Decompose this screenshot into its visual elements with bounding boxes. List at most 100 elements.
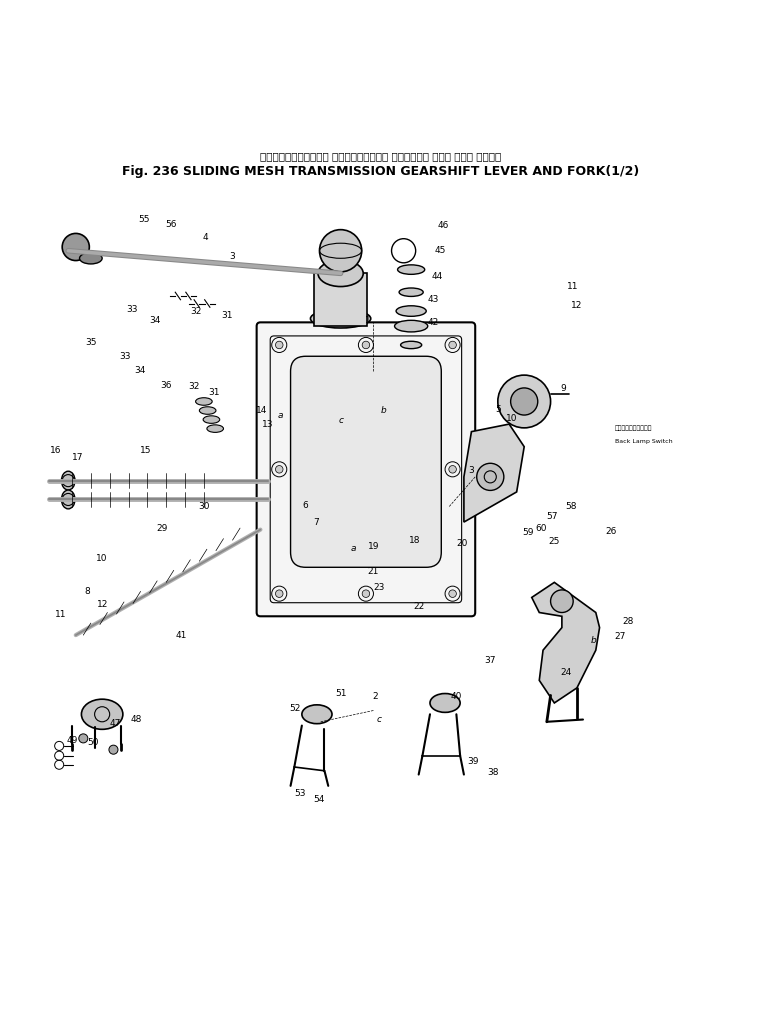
Circle shape xyxy=(449,465,456,474)
Text: 60: 60 xyxy=(535,523,546,532)
Text: 53: 53 xyxy=(295,789,306,798)
Text: 43: 43 xyxy=(427,295,439,304)
Text: 19: 19 xyxy=(368,542,379,552)
Text: 2: 2 xyxy=(372,693,378,702)
Text: 50: 50 xyxy=(88,737,99,746)
Text: 10: 10 xyxy=(97,554,108,563)
Polygon shape xyxy=(532,582,600,703)
Text: 3: 3 xyxy=(229,252,235,262)
Text: 3: 3 xyxy=(469,466,474,476)
Text: 27: 27 xyxy=(614,632,626,641)
Text: c: c xyxy=(338,416,344,425)
Circle shape xyxy=(449,590,456,597)
Text: 45: 45 xyxy=(434,246,446,256)
Text: 20: 20 xyxy=(456,539,467,549)
Text: 29: 29 xyxy=(157,523,168,532)
Bar xyxy=(314,274,367,327)
Text: 57: 57 xyxy=(546,511,558,520)
Text: 22: 22 xyxy=(413,602,424,611)
Ellipse shape xyxy=(430,694,460,713)
Text: a: a xyxy=(277,411,283,420)
Text: 33: 33 xyxy=(119,352,130,361)
Text: 21: 21 xyxy=(368,567,379,576)
Polygon shape xyxy=(464,424,524,522)
Text: 5: 5 xyxy=(495,405,501,414)
Text: 30: 30 xyxy=(198,503,210,511)
Text: 28: 28 xyxy=(623,618,634,626)
Circle shape xyxy=(362,590,370,597)
Text: 58: 58 xyxy=(565,503,577,511)
Ellipse shape xyxy=(310,309,371,328)
Text: 49: 49 xyxy=(66,736,78,745)
Text: 14: 14 xyxy=(255,406,267,415)
Text: 1: 1 xyxy=(365,315,371,324)
Text: 42: 42 xyxy=(427,317,439,327)
Circle shape xyxy=(551,590,573,612)
Ellipse shape xyxy=(82,700,123,729)
Ellipse shape xyxy=(200,407,216,415)
Text: 23: 23 xyxy=(374,583,385,592)
Text: Back Lamp Switch: Back Lamp Switch xyxy=(615,439,672,444)
Text: 11: 11 xyxy=(55,610,66,620)
Text: 47: 47 xyxy=(110,719,121,728)
Circle shape xyxy=(319,229,362,272)
Ellipse shape xyxy=(401,342,421,349)
Circle shape xyxy=(109,745,118,754)
Text: 15: 15 xyxy=(140,446,152,455)
Text: 40: 40 xyxy=(450,693,462,702)
Text: a: a xyxy=(351,544,356,553)
FancyBboxPatch shape xyxy=(257,322,475,617)
Circle shape xyxy=(477,463,504,491)
Text: バックランプスイッチ: バックランプスイッチ xyxy=(615,425,652,431)
Circle shape xyxy=(276,590,283,597)
Text: 44: 44 xyxy=(432,272,443,281)
Text: 12: 12 xyxy=(97,600,108,609)
Text: 26: 26 xyxy=(605,526,616,535)
Text: 36: 36 xyxy=(161,381,172,390)
Text: 46: 46 xyxy=(438,221,450,230)
Ellipse shape xyxy=(79,252,102,264)
Text: 55: 55 xyxy=(138,215,149,224)
Text: 33: 33 xyxy=(126,305,138,314)
FancyBboxPatch shape xyxy=(290,356,441,567)
Ellipse shape xyxy=(498,375,551,428)
Circle shape xyxy=(276,465,283,474)
Text: 52: 52 xyxy=(290,704,301,713)
Text: 59: 59 xyxy=(522,528,533,537)
Text: スライディングメッシュ トランスミッション ギヤーシフト レバー および フォーク: スライディングメッシュ トランスミッション ギヤーシフト レバー および フォー… xyxy=(261,151,501,161)
Text: 16: 16 xyxy=(50,446,61,455)
Circle shape xyxy=(511,388,538,415)
Text: 48: 48 xyxy=(130,715,142,724)
Text: b: b xyxy=(591,636,597,645)
Ellipse shape xyxy=(196,397,212,406)
Text: 56: 56 xyxy=(165,220,178,229)
Text: 4: 4 xyxy=(203,232,208,241)
Circle shape xyxy=(362,341,370,349)
Text: c: c xyxy=(377,715,382,724)
Text: 8: 8 xyxy=(84,587,90,596)
Text: 39: 39 xyxy=(467,757,479,767)
Circle shape xyxy=(449,341,456,349)
Text: 11: 11 xyxy=(568,283,579,291)
Ellipse shape xyxy=(398,265,424,275)
Text: 34: 34 xyxy=(134,366,146,375)
Text: 6: 6 xyxy=(303,501,309,510)
Text: 24: 24 xyxy=(560,668,572,677)
Text: 7: 7 xyxy=(313,517,319,526)
Text: b: b xyxy=(380,406,386,415)
Text: 31: 31 xyxy=(222,311,233,320)
Text: 41: 41 xyxy=(175,631,187,640)
Text: 10: 10 xyxy=(506,414,517,423)
Ellipse shape xyxy=(62,472,75,490)
Ellipse shape xyxy=(302,705,332,724)
Text: 9: 9 xyxy=(561,384,566,393)
Text: 54: 54 xyxy=(313,795,325,804)
Text: 37: 37 xyxy=(485,656,496,665)
Text: 13: 13 xyxy=(262,420,274,429)
Text: 32: 32 xyxy=(188,382,200,391)
Ellipse shape xyxy=(399,288,423,296)
Text: 17: 17 xyxy=(72,453,83,461)
Text: Fig. 236 SLIDING MESH TRANSMISSION GEARSHIFT LEVER AND FORK(1/2): Fig. 236 SLIDING MESH TRANSMISSION GEARS… xyxy=(123,165,639,178)
Ellipse shape xyxy=(396,306,426,316)
Text: 31: 31 xyxy=(209,388,220,396)
